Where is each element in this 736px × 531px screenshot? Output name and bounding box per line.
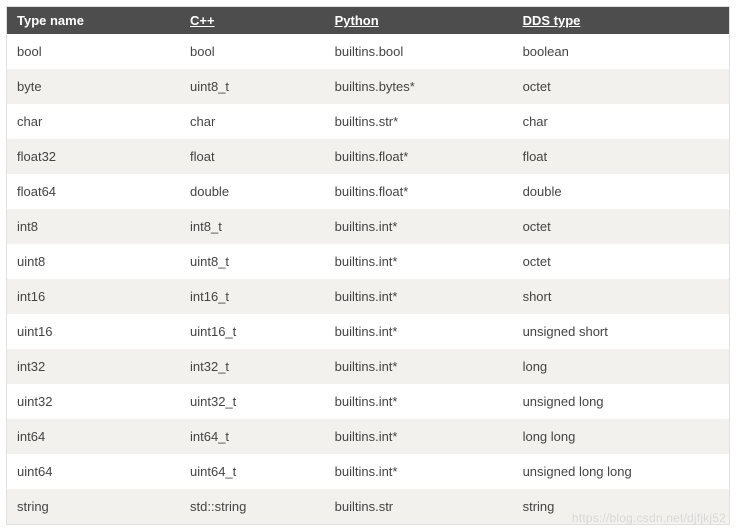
table-row: uint64uint64_tbuiltins.int*unsigned long… (7, 454, 730, 489)
cell-col-0: int8 (7, 209, 181, 244)
cell-col-1: char (180, 104, 325, 139)
cell-col-3: octet (513, 209, 730, 244)
cell-col-0: int16 (7, 279, 181, 314)
cell-col-1: double (180, 174, 325, 209)
table-row: stringstd::stringbuiltins.strstring (7, 489, 730, 525)
table-header: Type nameC++PythonDDS type (7, 7, 730, 35)
cell-col-2: builtins.float* (325, 139, 513, 174)
cell-col-2: builtins.int* (325, 209, 513, 244)
cell-col-3: unsigned short (513, 314, 730, 349)
cell-col-0: uint32 (7, 384, 181, 419)
table-row: boolboolbuiltins.boolboolean (7, 34, 730, 69)
cell-col-3: double (513, 174, 730, 209)
cell-col-3: string (513, 489, 730, 525)
cell-col-2: builtins.bool (325, 34, 513, 69)
type-mapping-table: Type nameC++PythonDDS type boolboolbuilt… (6, 6, 730, 525)
cell-col-3: unsigned long long (513, 454, 730, 489)
table-row: byteuint8_tbuiltins.bytes*octet (7, 69, 730, 104)
cell-col-1: uint8_t (180, 69, 325, 104)
table-row: charcharbuiltins.str*char (7, 104, 730, 139)
cell-col-2: builtins.int* (325, 454, 513, 489)
cell-col-3: long long (513, 419, 730, 454)
cell-col-0: uint16 (7, 314, 181, 349)
table-body: boolboolbuiltins.boolbooleanbyteuint8_tb… (7, 34, 730, 525)
cell-col-0: uint64 (7, 454, 181, 489)
cell-col-1: uint32_t (180, 384, 325, 419)
table-row: int64int64_tbuiltins.int*long long (7, 419, 730, 454)
cell-col-0: bool (7, 34, 181, 69)
cell-col-2: builtins.int* (325, 419, 513, 454)
cell-col-0: float32 (7, 139, 181, 174)
cell-col-2: builtins.int* (325, 314, 513, 349)
cell-col-2: builtins.bytes* (325, 69, 513, 104)
table-row: float64doublebuiltins.float*double (7, 174, 730, 209)
cell-col-0: int64 (7, 419, 181, 454)
table-row: uint32uint32_tbuiltins.int*unsigned long (7, 384, 730, 419)
col-header-3: DDS type (513, 7, 730, 35)
cell-col-2: builtins.int* (325, 384, 513, 419)
cell-col-0: byte (7, 69, 181, 104)
cell-col-0: string (7, 489, 181, 525)
cell-col-2: builtins.str* (325, 104, 513, 139)
cell-col-3: unsigned long (513, 384, 730, 419)
cell-col-0: int32 (7, 349, 181, 384)
cell-col-0: float64 (7, 174, 181, 209)
table-row: int32int32_tbuiltins.int*long (7, 349, 730, 384)
col-header-2: Python (325, 7, 513, 35)
cell-col-2: builtins.float* (325, 174, 513, 209)
cell-col-1: std::string (180, 489, 325, 525)
cell-col-1: uint64_t (180, 454, 325, 489)
cell-col-1: int8_t (180, 209, 325, 244)
cell-col-3: long (513, 349, 730, 384)
cell-col-3: boolean (513, 34, 730, 69)
cell-col-2: builtins.int* (325, 279, 513, 314)
cell-col-0: char (7, 104, 181, 139)
cell-col-3: octet (513, 69, 730, 104)
cell-col-1: int16_t (180, 279, 325, 314)
table-row: int16int16_tbuiltins.int*short (7, 279, 730, 314)
col-header-0: Type name (7, 7, 181, 35)
table-header-row: Type nameC++PythonDDS type (7, 7, 730, 35)
cell-col-2: builtins.int* (325, 244, 513, 279)
cell-col-1: bool (180, 34, 325, 69)
table-row: uint8uint8_tbuiltins.int*octet (7, 244, 730, 279)
cell-col-1: uint8_t (180, 244, 325, 279)
cell-col-1: int32_t (180, 349, 325, 384)
col-header-1: C++ (180, 7, 325, 35)
cell-col-3: octet (513, 244, 730, 279)
cell-col-1: uint16_t (180, 314, 325, 349)
cell-col-3: short (513, 279, 730, 314)
table-row: uint16uint16_tbuiltins.int*unsigned shor… (7, 314, 730, 349)
cell-col-3: char (513, 104, 730, 139)
cell-col-3: float (513, 139, 730, 174)
table-row: int8int8_tbuiltins.int*octet (7, 209, 730, 244)
cell-col-2: builtins.int* (325, 349, 513, 384)
cell-col-2: builtins.str (325, 489, 513, 525)
cell-col-0: uint8 (7, 244, 181, 279)
cell-col-1: float (180, 139, 325, 174)
table-row: float32floatbuiltins.float*float (7, 139, 730, 174)
cell-col-1: int64_t (180, 419, 325, 454)
